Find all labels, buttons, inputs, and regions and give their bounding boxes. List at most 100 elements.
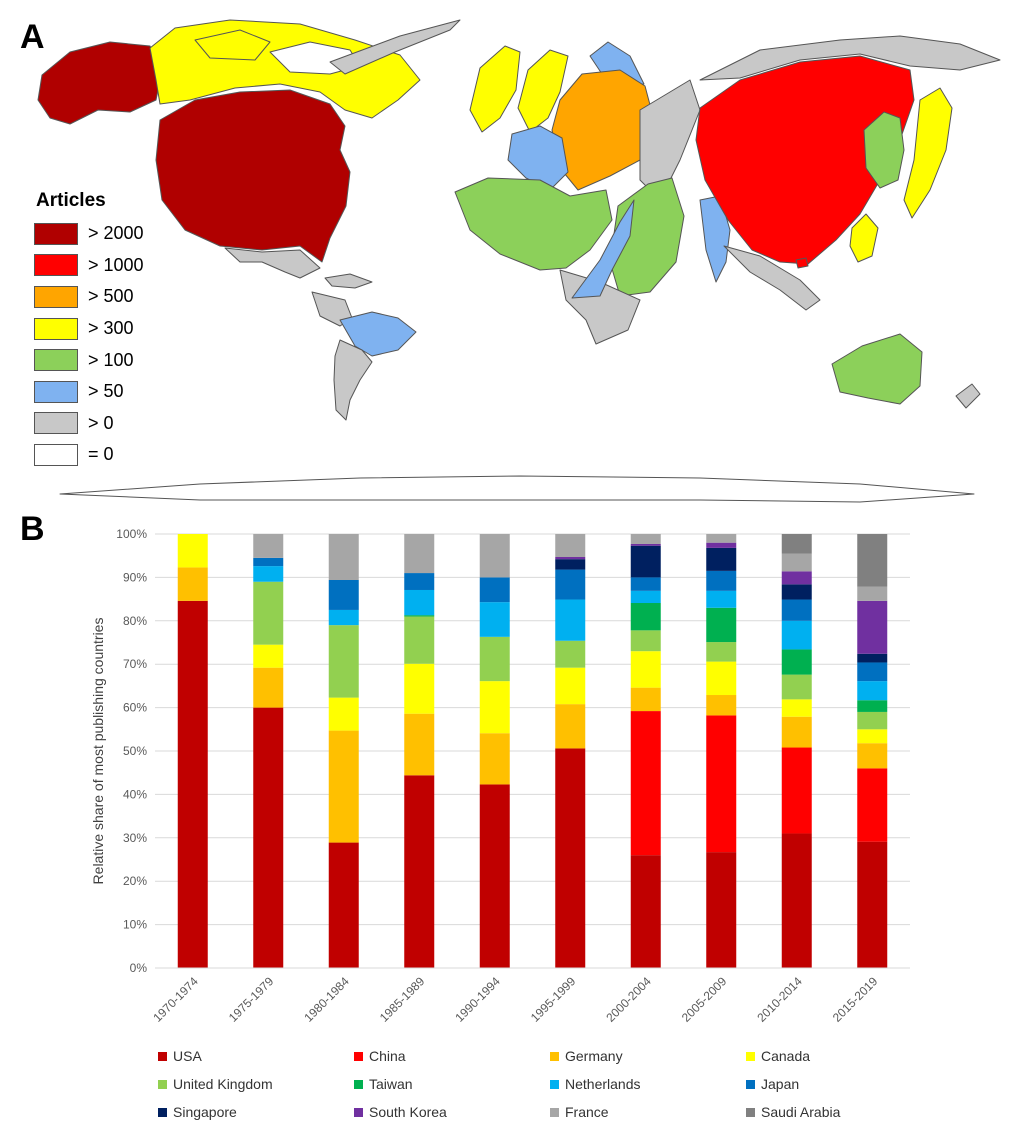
bar-segment-usa: [555, 748, 586, 968]
map-legend-label: > 50: [88, 381, 124, 402]
x-tick-label: 1970-1974: [150, 974, 201, 1025]
panel-b-label: B: [20, 510, 45, 548]
chart-legend-swatch: [550, 1079, 559, 1089]
chart-legend-swatch: [158, 1051, 167, 1061]
region-scandinavia: [517, 49, 569, 133]
bar-segment-germany: [555, 704, 586, 749]
bar-segment-france: [555, 534, 586, 558]
bar-segment-united-kingdom: [630, 630, 661, 652]
bar-segment-germany: [404, 713, 435, 776]
chart-legend-swatch: [746, 1079, 755, 1089]
map-legend: Articles > 2000 > 1000 > 500 > 300 > 100…: [34, 190, 144, 471]
bar-segment-usa: [177, 600, 208, 968]
map-legend-item: > 50: [34, 376, 144, 408]
chart-legend-item: Germany: [550, 1048, 623, 1064]
y-tick-label: 60%: [123, 701, 147, 715]
chart-legend-item: Taiwan: [354, 1076, 413, 1092]
map-legend-label: > 1000: [88, 254, 144, 275]
chart-legend-label: France: [565, 1104, 609, 1120]
bar-segment-singapore: [857, 653, 888, 663]
bar-segment-canada: [177, 534, 208, 568]
bar-segment-united-kingdom: [555, 640, 586, 668]
bar-segment-usa: [781, 833, 812, 968]
y-tick-label: 40%: [123, 787, 147, 801]
bar-segment-canada: [706, 661, 737, 696]
chart-legend-item: Japan: [746, 1076, 799, 1092]
bar-segment-canada: [404, 663, 435, 714]
bar-segment-canada: [479, 681, 510, 734]
bar-segment-taiwan: [781, 649, 812, 675]
x-tick-label: 2000-2004: [603, 974, 654, 1025]
bar-segment-netherlands: [781, 620, 812, 650]
bar-segment-japan: [781, 599, 812, 621]
bar-segment-singapore: [781, 584, 812, 600]
chart-legend-label: USA: [173, 1048, 202, 1064]
bar-segment-canada: [328, 697, 359, 731]
y-tick-label: 10%: [123, 918, 147, 932]
region-united-kingdom: [469, 45, 521, 133]
chart-legend-label: Singapore: [173, 1104, 237, 1120]
bar-segment-france: [857, 586, 888, 601]
map-legend-item: > 0: [34, 408, 144, 440]
chart-legend-label: United Kingdom: [173, 1076, 273, 1092]
chart-legend-swatch: [158, 1107, 167, 1117]
x-tick-label: 1985-1989: [377, 974, 428, 1025]
map-legend-swatch: [34, 285, 78, 308]
chart-legend-item: Saudi Arabia: [746, 1104, 840, 1120]
chart-legend-swatch: [550, 1107, 559, 1117]
chart-legend-swatch: [746, 1051, 755, 1061]
region-arctic-strip: [329, 19, 461, 75]
bar-segment-canada: [857, 729, 888, 744]
y-tick-label: 70%: [123, 657, 147, 671]
bar-segment-usa: [706, 852, 737, 968]
chart-legend-item: France: [550, 1104, 609, 1120]
map-legend-swatch: [34, 443, 78, 466]
x-tick-label: 1995-1999: [528, 974, 579, 1025]
chart-legend-swatch: [354, 1107, 363, 1117]
chart-legend-item: USA: [158, 1048, 202, 1064]
region-taiwan: [849, 213, 879, 263]
map-legend-swatch: [34, 349, 78, 372]
bar-segment-netherlands: [328, 609, 359, 626]
bar-segment-usa: [630, 855, 661, 968]
bar-segment-south-korea: [630, 543, 661, 546]
bar-segment-france: [630, 534, 661, 544]
bar-segment-united-kingdom: [328, 625, 359, 698]
region-usa: [155, 89, 351, 263]
region-blue-strip: [571, 199, 635, 299]
region-china: [695, 55, 915, 265]
cartogram-map: [37, 19, 1001, 503]
region-new-zealand: [955, 383, 981, 409]
region-antarctica: [59, 475, 975, 503]
bar-segment-netherlands: [630, 590, 661, 604]
y-tick-label: 80%: [123, 614, 147, 628]
bar-segment-china: [781, 747, 812, 834]
bar-segment-united-kingdom: [857, 711, 888, 730]
chart-legend-swatch: [550, 1051, 559, 1061]
x-tick-label: 2015-2019: [830, 974, 881, 1025]
region-singapore: [795, 257, 809, 269]
chart-legend-swatch: [746, 1107, 755, 1117]
chart-legend-label: Saudi Arabia: [761, 1104, 841, 1120]
bar-segment-canada: [781, 699, 812, 717]
map-legend-item: > 1000: [34, 250, 144, 282]
map-legend-label: = 0: [88, 444, 114, 465]
chart-legend-item: United Kingdom: [158, 1076, 273, 1092]
bar-segment-singapore: [555, 559, 586, 570]
bar-segment-germany: [253, 667, 284, 708]
chart-legend-label: Japan: [761, 1076, 800, 1092]
bar-segment-taiwan: [630, 603, 661, 631]
panel-a-label: A: [20, 18, 45, 56]
bar-segment-netherlands: [706, 590, 737, 608]
bar-segment-japan: [479, 577, 510, 603]
bar-segment-united-kingdom: [479, 636, 510, 682]
chart-legend-item: South Korea: [354, 1104, 447, 1120]
bar-segment-germany: [781, 716, 812, 748]
bar-segment-japan: [857, 662, 888, 682]
bar-segment-germany: [706, 695, 737, 716]
bar-segment-south-korea: [781, 571, 812, 585]
bar-segment-canada: [630, 651, 661, 688]
map-legend-item: = 0: [34, 439, 144, 471]
region-central-europe: [639, 79, 701, 201]
y-tick-label: 20%: [123, 874, 147, 888]
